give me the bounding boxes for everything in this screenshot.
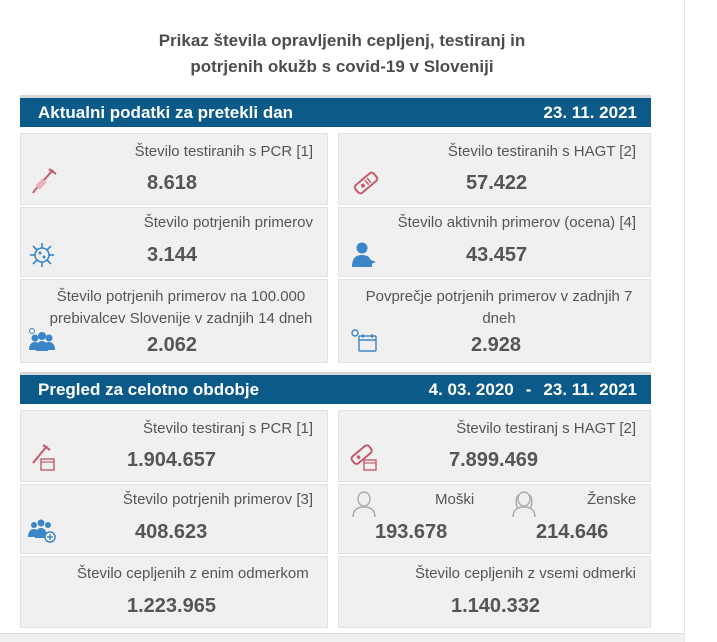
- daily-confirmed-card: Število potrjenih primerov 3.144: [20, 207, 328, 277]
- daily-avg7-label: Povprečje potrjenih primerov v zadnjih 7…: [365, 288, 633, 327]
- overall-hagt-card: Število testiranj s HAGT [2] 7.899.469: [338, 410, 651, 482]
- people-plus-icon: [27, 515, 57, 545]
- daily-date: 23. 11. 2021: [543, 103, 637, 122]
- overall-date-range: 4. 03. 2020-23. 11. 2021: [429, 380, 637, 400]
- overall-hagt-value: 7.899.469: [449, 449, 538, 471]
- daily-per100k-value: 2.062: [147, 334, 198, 356]
- window-right-edge: [684, 0, 717, 642]
- overall-hagt-label: Število testiranj s HAGT [2]: [456, 420, 636, 437]
- daily-hagt-card: Število testiranih s HAGT [2] 57.422: [338, 133, 651, 205]
- virus-icon: [27, 240, 57, 270]
- male-label: Moški: [435, 491, 475, 508]
- male-value: 193.678: [375, 521, 448, 543]
- vacc-one-card: Število cepljenih z enim odmerkom 1.223.…: [20, 556, 328, 628]
- daily-per100k-card: Število potrjenih primerov na 100.000 pr…: [20, 279, 328, 363]
- daily-confirmed-label: Število potrjenih primerov: [143, 214, 313, 231]
- female-label: Ženske: [587, 491, 637, 508]
- daily-avg7-card: Povprečje potrjenih primerov v zadnjih 7…: [338, 279, 651, 363]
- test-tube-icon: [29, 166, 59, 196]
- overall-pcr-card: Število testiranj s PCR [1] 1.904.657: [20, 410, 328, 482]
- vacc-one-label: Število cepljenih z enim odmerkom: [77, 565, 309, 582]
- page-title-line-2: potrjenih okužb s covid-19 v Sloveniji: [190, 57, 494, 76]
- overall-pcr-value: 1.904.657: [127, 449, 216, 471]
- rapid-test-calendar-icon: [349, 443, 379, 473]
- female-value: 214.646: [536, 521, 609, 543]
- vacc-all-value: 1.140.332: [451, 595, 540, 617]
- daily-active-value: 43.457: [466, 244, 528, 266]
- test-tube-calendar-icon: [27, 443, 57, 473]
- overall-heading: Pregled za celotno obdobje: [38, 380, 260, 399]
- overall-confirmed-value: 408.623: [135, 521, 208, 543]
- daily-confirmed-value: 3.144: [147, 244, 198, 266]
- woman-outline-icon: [509, 489, 539, 519]
- daily-hagt-label: Število testiranih s HAGT [2]: [447, 143, 636, 160]
- daily-per100k-label: Število potrjenih primerov na 100.000 pr…: [49, 288, 313, 327]
- person-icon: [349, 240, 379, 270]
- daily-pcr-value: 8.618: [147, 172, 198, 194]
- daily-pcr-label: Število testiranih s PCR [1]: [134, 143, 313, 160]
- man-outline-icon: [349, 489, 379, 519]
- people-group-icon: [27, 326, 57, 356]
- overall-date-from: 4. 03. 2020: [428, 380, 514, 399]
- overall-date-dash: -: [525, 380, 532, 399]
- daily-active-label: Število aktivnih primerov (ocena) [4]: [397, 214, 636, 231]
- vacc-all-card: Število cepljenih z vsemi odmerki 1.140.…: [338, 556, 651, 628]
- overall-date-to: 23. 11. 2021: [543, 380, 637, 399]
- overall-confirmed-label: Število potrjenih primerov [3]: [122, 491, 313, 508]
- overall-header-band: Pregled za celotno obdobje 4. 03. 2020-2…: [20, 372, 651, 404]
- overall-confirmed-card: Število potrjenih primerov [3] 408.623: [20, 484, 328, 554]
- daily-heading: Aktualni podatki za pretekli dan: [38, 103, 294, 122]
- daily-avg7-value: 2.928: [471, 334, 522, 356]
- rapid-test-icon: [351, 168, 381, 198]
- page-title: Prikaz števila opravljenih cepljenj, tes…: [20, 28, 664, 80]
- daily-pcr-card: Število testiranih s PCR [1] 8.618: [20, 133, 328, 205]
- page-title-line-1: Prikaz števila opravljenih cepljenj, tes…: [158, 31, 526, 50]
- overall-gender-card: Moški 193.678 Ženske 214.646: [338, 484, 651, 554]
- window-bottom-edge: [0, 633, 684, 642]
- overall-pcr-label: Število testiranj s PCR [1]: [142, 420, 313, 437]
- vacc-one-value: 1.223.965: [127, 595, 216, 617]
- daily-hagt-value: 57.422: [466, 172, 528, 194]
- calendar-virus-icon: [349, 326, 379, 356]
- daily-active-card: Število aktivnih primerov (ocena) [4] 43…: [338, 207, 651, 277]
- vacc-all-label: Število cepljenih z vsemi odmerki: [415, 565, 636, 582]
- daily-header-band: Aktualni podatki za pretekli dan 23. 11.…: [20, 95, 651, 127]
